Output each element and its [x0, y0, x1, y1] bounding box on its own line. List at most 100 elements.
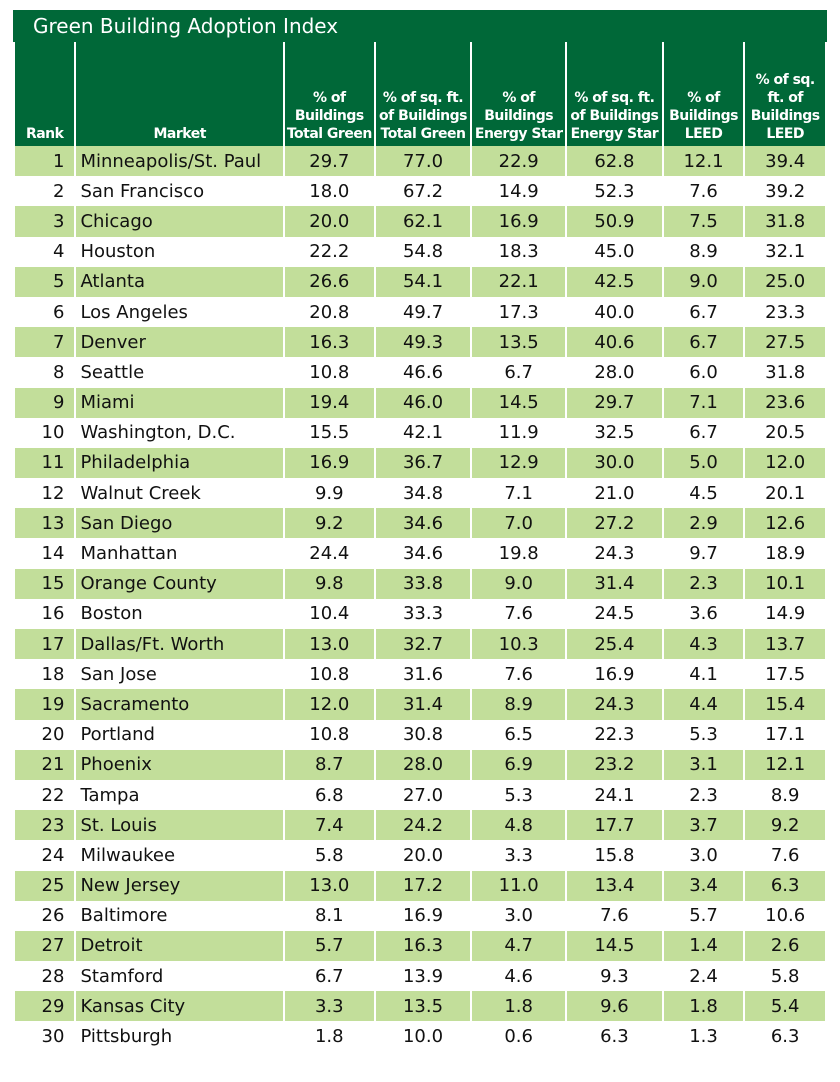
market-cell: Orange County [76, 568, 283, 599]
rank-cell: 8 [15, 357, 75, 388]
market-cell: Tampa [76, 779, 283, 811]
value-cell: 8.7 [284, 749, 374, 780]
value-cell: 20.5 [745, 417, 825, 448]
value-cell: 18.9 [745, 538, 825, 569]
value-cell: 10.3 [472, 629, 566, 660]
value-cell: 18.0 [284, 176, 374, 207]
value-cell: 24.3 [567, 538, 662, 569]
table-row: 8 Seattle 10.8 46.6 6.7 28.0 6.0 31.8 [15, 357, 825, 388]
market-cell: Chicago [76, 206, 283, 237]
value-cell: 10.8 [284, 659, 374, 690]
value-cell: 1.8 [663, 991, 744, 1022]
rank-cell: 2 [15, 176, 75, 207]
value-cell: 7.6 [567, 900, 662, 931]
value-cell: 7.5 [663, 206, 744, 237]
market-cell: San Diego [76, 508, 283, 539]
value-cell: 12.9 [472, 447, 566, 479]
value-cell: 7.6 [472, 598, 566, 629]
value-cell: 4.1 [663, 659, 744, 690]
table-row: 27 Detroit 5.7 16.3 4.7 14.5 1.4 2.6 [15, 930, 825, 962]
value-cell: 13.9 [375, 961, 471, 992]
value-cell: 4.5 [663, 478, 744, 509]
market-cell: New Jersey [76, 870, 283, 901]
value-cell: 52.3 [567, 176, 662, 207]
value-cell: 4.6 [472, 961, 566, 992]
market-cell: Milwaukee [76, 840, 283, 871]
value-cell: 11.9 [472, 417, 566, 448]
value-cell: 24.5 [567, 598, 662, 629]
market-cell: Detroit [76, 930, 283, 962]
rank-cell: 26 [15, 900, 75, 931]
value-cell: 49.3 [375, 327, 471, 358]
value-cell: 8.9 [745, 779, 825, 811]
rank-cell: 28 [15, 961, 75, 992]
value-cell: 6.7 [663, 296, 744, 328]
table-row: 23 St. Louis 7.4 24.2 4.8 17.7 3.7 9.2 [15, 810, 825, 841]
value-cell: 21.0 [567, 478, 662, 509]
column-header-line: of Buildings [379, 108, 467, 124]
value-cell: 31.4 [375, 689, 471, 720]
table-row: 13 San Diego 9.2 34.6 7.0 27.2 2.9 12.6 [15, 508, 825, 539]
table-row: 30 Pittsburgh 1.8 10.0 0.6 6.3 1.3 6.3 [15, 1021, 825, 1052]
column-header-line: Buildings [669, 108, 738, 124]
rank-cell: 9 [15, 387, 75, 418]
value-cell: 5.8 [284, 840, 374, 871]
value-cell: 1.4 [663, 930, 744, 962]
value-cell: 33.3 [375, 598, 471, 629]
column-header-line: of Buildings [570, 108, 659, 124]
market-cell: Manhattan [76, 538, 283, 569]
table-row: 11 Philadelphia 16.9 36.7 12.9 30.0 5.0 12.0 [15, 447, 825, 479]
value-cell: 2.3 [663, 779, 744, 811]
value-cell: 7.1 [472, 478, 566, 509]
value-cell: 6.3 [567, 1021, 662, 1052]
value-cell: 8.1 [284, 900, 374, 931]
value-cell: 18.3 [472, 236, 566, 267]
market-cell: Kansas City [76, 991, 283, 1022]
value-cell: 9.0 [472, 568, 566, 599]
value-cell: 5.3 [472, 779, 566, 811]
value-cell: 20.0 [375, 840, 471, 871]
value-cell: 10.0 [375, 1021, 471, 1052]
table-row: 29 Kansas City 3.3 13.5 1.8 9.6 1.8 5.4 [15, 991, 825, 1022]
value-cell: 2.6 [745, 930, 825, 962]
value-cell: 31.8 [745, 206, 825, 237]
market-cell: Phoenix [76, 749, 283, 780]
value-cell: 12.6 [745, 508, 825, 539]
value-cell: 6.3 [745, 1021, 825, 1052]
rank-cell: 17 [15, 629, 75, 660]
value-cell: 2.9 [663, 508, 744, 539]
value-cell: 0.6 [472, 1021, 566, 1052]
value-cell: 33.8 [375, 568, 471, 599]
value-cell: 12.1 [745, 749, 825, 780]
value-cell: 28.0 [375, 749, 471, 780]
value-cell: 15.5 [284, 417, 374, 448]
column-header-line: Total Green [380, 126, 466, 142]
table-body: 1 Minneapolis/St. Paul 29.7 77.0 22.9 62.8 12.… [15, 146, 825, 1052]
value-cell: 19.8 [472, 538, 566, 569]
value-cell: 27.0 [375, 779, 471, 811]
value-cell: 17.1 [745, 719, 825, 750]
value-cell: 17.7 [567, 810, 662, 841]
value-cell: 6.7 [472, 357, 566, 388]
value-cell: 5.0 [663, 447, 744, 479]
value-cell: 13.4 [567, 870, 662, 901]
value-cell: 50.9 [567, 206, 662, 237]
rank-cell: 6 [15, 296, 75, 328]
rank-cell: 16 [15, 598, 75, 629]
table-row: 19 Sacramento 12.0 31.4 8.9 24.3 4.4 15.4 [15, 689, 825, 720]
value-cell: 16.3 [375, 930, 471, 962]
value-cell: 6.5 [472, 719, 566, 750]
column-header-1: Market [76, 42, 283, 146]
table-row: 28 Stamford 6.7 13.9 4.6 9.3 2.4 5.8 [15, 961, 825, 992]
value-cell: 2.3 [663, 568, 744, 599]
table-title: Green Building Adoption Index [13, 10, 827, 42]
value-cell: 31.4 [567, 568, 662, 599]
table-row: 17 Dallas/Ft. Worth 13.0 32.7 10.3 25.4 4.3 13.… [15, 629, 825, 660]
value-cell: 25.4 [567, 629, 662, 660]
market-cell: Pittsburgh [76, 1021, 283, 1052]
value-cell: 1.8 [284, 1021, 374, 1052]
value-cell: 32.1 [745, 236, 825, 267]
value-cell: 22.3 [567, 719, 662, 750]
green-building-table-figure: Green Building Adoption Index Rank Market… [13, 10, 827, 1052]
value-cell: 7.6 [745, 840, 825, 871]
